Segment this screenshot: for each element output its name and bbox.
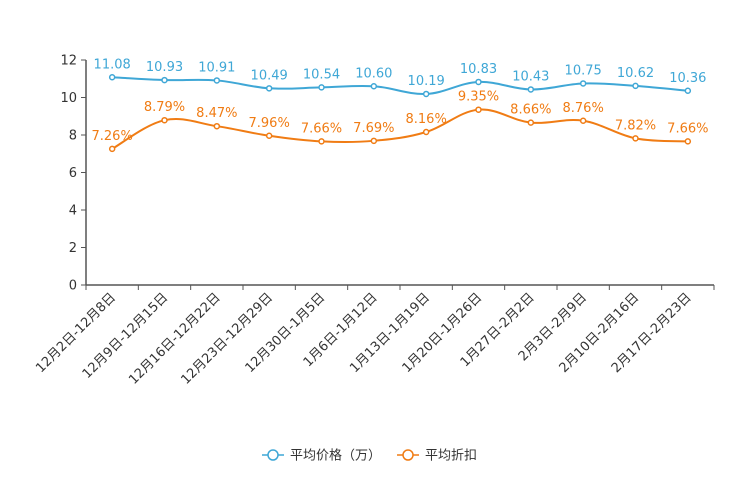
axes: 02468101212月2日-12月8日12月9日-12月15日12月16日-1… bbox=[33, 54, 715, 388]
legend: 平均价格（万） 平均折扣 bbox=[262, 448, 477, 464]
data-point bbox=[108, 145, 116, 153]
data-point bbox=[318, 138, 325, 145]
legend-label: 平均折扣 bbox=[425, 449, 477, 464]
data-label: 11.08 bbox=[94, 57, 131, 72]
data-label: 7.69% bbox=[353, 121, 394, 136]
series-layer bbox=[108, 74, 692, 153]
data-point bbox=[527, 86, 535, 93]
data-label: 10.91 bbox=[198, 60, 235, 75]
data-label: 7.66% bbox=[667, 121, 708, 136]
data-label: 8.66% bbox=[510, 103, 551, 118]
data-label: 8.47% bbox=[196, 106, 237, 121]
data-point bbox=[370, 137, 378, 145]
data-point bbox=[370, 83, 378, 90]
data-point bbox=[318, 84, 325, 91]
data-point bbox=[632, 135, 639, 142]
x-tick-label: 12月23日-12月29日 bbox=[179, 290, 276, 387]
data-label: 8.16% bbox=[406, 112, 447, 127]
data-label: 10.62 bbox=[617, 66, 654, 81]
y-tick-label: 6 bbox=[69, 166, 77, 181]
data-point bbox=[632, 82, 639, 90]
data-point bbox=[161, 76, 168, 84]
data-labels: 11.08 10.93 10.91 10.49 10.54 10.60 10.19 10.83… bbox=[92, 57, 709, 144]
data-point bbox=[422, 128, 430, 136]
data-label: 10.54 bbox=[303, 67, 340, 82]
legend-item-2[interactable]: 平均折扣 bbox=[397, 449, 477, 464]
data-point bbox=[684, 138, 692, 145]
data-point bbox=[161, 116, 168, 124]
data-point bbox=[108, 74, 116, 81]
data-label: 10.60 bbox=[355, 66, 392, 81]
series-line-2 bbox=[111, 108, 688, 150]
data-label: 7.96% bbox=[249, 116, 290, 131]
data-label: 10.49 bbox=[251, 68, 288, 83]
data-point bbox=[422, 90, 430, 98]
data-point bbox=[475, 106, 482, 113]
series-line-1 bbox=[112, 76, 688, 95]
legend-item-1[interactable]: 平均价格（万） bbox=[262, 448, 381, 464]
data-label: 10.93 bbox=[146, 60, 183, 75]
data-point bbox=[213, 122, 221, 130]
data-label: 10.75 bbox=[565, 63, 602, 78]
data-label: 7.66% bbox=[301, 121, 342, 136]
data-label: 9.35% bbox=[458, 90, 499, 105]
legend-marker-icon bbox=[267, 449, 279, 461]
x-tick-label: 12月16日-12月22日 bbox=[126, 290, 223, 387]
legend-label: 平均价格（万） bbox=[290, 448, 381, 464]
data-point bbox=[579, 80, 587, 87]
y-tick-label: 12 bbox=[60, 54, 77, 69]
data-label: 8.76% bbox=[563, 101, 604, 116]
y-tick-label: 8 bbox=[69, 129, 77, 144]
data-label: 7.82% bbox=[615, 118, 656, 133]
data-label: 10.19 bbox=[408, 74, 445, 89]
data-point bbox=[265, 132, 273, 139]
data-label: 10.36 bbox=[669, 71, 706, 86]
data-point bbox=[684, 87, 692, 94]
data-point bbox=[265, 85, 273, 92]
data-point bbox=[475, 78, 482, 86]
data-point bbox=[579, 117, 587, 124]
data-label: 7.26% bbox=[92, 129, 133, 144]
y-tick-label: 10 bbox=[60, 91, 77, 106]
data-label: 10.83 bbox=[460, 62, 497, 77]
legend-marker-icon bbox=[402, 449, 414, 461]
y-tick-label: 0 bbox=[69, 279, 77, 294]
data-point bbox=[213, 77, 221, 84]
data-point bbox=[527, 119, 535, 126]
data-label: 8.79% bbox=[144, 100, 185, 115]
data-label: 10.43 bbox=[512, 69, 549, 84]
y-tick-label: 2 bbox=[69, 241, 77, 256]
y-tick-label: 4 bbox=[69, 204, 77, 219]
